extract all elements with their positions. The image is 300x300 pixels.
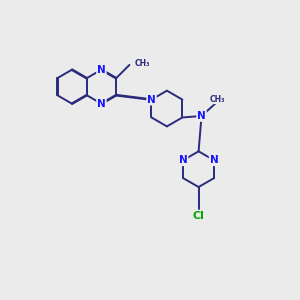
Text: N: N [179, 155, 188, 165]
Text: CH₃: CH₃ [135, 59, 150, 68]
Text: N: N [210, 155, 218, 165]
Text: N: N [97, 99, 106, 109]
Text: Cl: Cl [193, 212, 205, 221]
Text: N: N [197, 111, 206, 121]
Text: CH₃: CH₃ [210, 95, 226, 104]
Text: N: N [97, 65, 106, 75]
Text: N: N [147, 94, 156, 105]
